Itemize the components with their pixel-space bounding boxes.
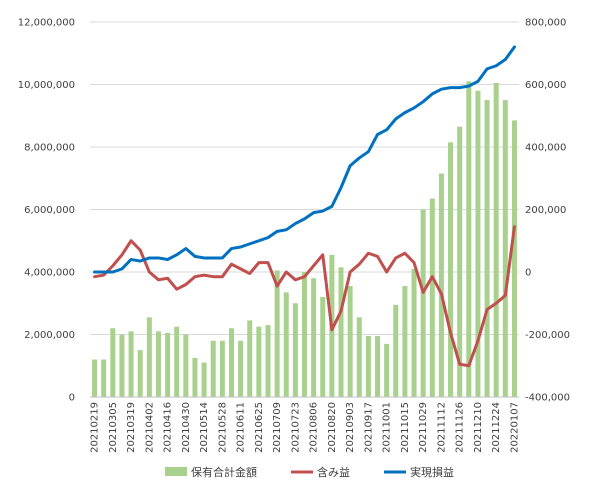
- series-line: [93, 45, 516, 274]
- x-tick-label: 20211224: [491, 402, 502, 453]
- bar: [338, 267, 344, 397]
- bar: [119, 334, 125, 397]
- x-tick-label: 20211015: [400, 402, 411, 453]
- bar: [511, 120, 517, 397]
- x-tick-label: 20210709: [272, 402, 283, 453]
- right-y-axis: -400,000 -200,000 0 200,000 400,000 600,000 80…: [525, 18, 570, 404]
- bar: [219, 340, 225, 397]
- bar: [466, 81, 472, 397]
- series-line: [93, 225, 516, 368]
- bar: [484, 100, 490, 397]
- bar: [274, 270, 280, 397]
- bar: [402, 286, 408, 397]
- bar: [228, 328, 234, 397]
- bar: [92, 359, 98, 397]
- bar: [384, 343, 390, 397]
- x-tick-label: 20210402: [144, 402, 155, 453]
- bar: [365, 336, 371, 397]
- bar: [320, 297, 326, 397]
- x-tick-label: 20211126: [455, 402, 466, 453]
- legend-label: 実現損益: [410, 465, 454, 479]
- bar: [420, 209, 426, 397]
- y-right-tick-label: 0: [525, 268, 531, 279]
- legend-swatch: [165, 467, 187, 476]
- bar: [448, 142, 454, 397]
- bar: [393, 304, 399, 397]
- x-tick-label: 20210430: [181, 402, 192, 453]
- y-left-tick-label: 0: [69, 393, 75, 404]
- bar: [238, 340, 244, 397]
- x-tick-label: 20211210: [473, 402, 484, 453]
- x-tick-label: 20210514: [199, 402, 210, 453]
- y-right-tick-label: 800,000: [525, 18, 566, 29]
- line-series: [93, 45, 516, 368]
- bar: [375, 336, 381, 397]
- bar: [183, 334, 189, 397]
- x-tick-label: 20210305: [108, 402, 119, 453]
- x-tick-label: 20210319: [126, 402, 137, 453]
- x-tick-label: 20210528: [217, 402, 228, 453]
- bar: [101, 359, 107, 397]
- y-left-tick-label: 8,000,000: [24, 143, 75, 154]
- x-tick-label: 20210416: [163, 402, 174, 453]
- y-right-tick-label: -400,000: [525, 393, 570, 404]
- bar: [311, 278, 317, 397]
- x-tick-label: 20211029: [418, 402, 429, 453]
- x-tick-label: 20210806: [309, 402, 320, 453]
- bar: [265, 325, 271, 397]
- y-left-tick-label: 4,000,000: [24, 268, 75, 279]
- x-tick-label: 20210723: [290, 402, 301, 453]
- bar: [165, 332, 171, 397]
- x-tick-label: 20211001: [382, 402, 393, 453]
- bar: [292, 303, 298, 397]
- y-left-tick-label: 6,000,000: [24, 205, 75, 216]
- bar-series: [92, 81, 517, 397]
- bar: [438, 173, 444, 397]
- bar: [137, 350, 143, 397]
- x-tick-label: 20210219: [90, 402, 101, 453]
- y-left-tick-label: 10,000,000: [18, 80, 75, 91]
- x-tick-label: 20211112: [436, 402, 447, 453]
- bar: [128, 331, 134, 397]
- legend: 保有合計金額 含み益 実現損益: [165, 465, 454, 479]
- bar: [301, 272, 308, 397]
- bar: [429, 198, 435, 397]
- x-axis: 20210219 20210305 20210319 20210402 20210416…: [90, 396, 520, 453]
- y-right-tick-label: 600,000: [525, 80, 566, 91]
- x-tick-label: 20210611: [236, 402, 247, 453]
- x-tick-label: 20220107: [509, 402, 520, 453]
- x-tick-label: 20210820: [327, 402, 338, 453]
- bar: [146, 317, 152, 397]
- bar: [201, 362, 207, 397]
- bar: [457, 126, 463, 397]
- bar: [155, 331, 161, 397]
- legend-label: 保有合計金額: [191, 465, 257, 479]
- y-left-tick-label: 2,000,000: [24, 330, 75, 341]
- bar: [347, 286, 353, 397]
- y-right-tick-label: -200,000: [525, 330, 570, 341]
- bar: [411, 268, 417, 397]
- legend-label: 含み益: [317, 465, 350, 479]
- bar: [475, 90, 481, 397]
- bar: [174, 326, 180, 397]
- bar: [247, 320, 253, 397]
- bar: [192, 357, 198, 397]
- bar: [283, 292, 289, 397]
- x-tick-label: 20210917: [363, 402, 374, 453]
- y-left-tick-label: 12,000,000: [18, 18, 75, 29]
- bar: [502, 100, 508, 397]
- x-tick-label: 20210625: [254, 402, 265, 453]
- y-right-tick-label: 400,000: [525, 143, 566, 154]
- bar: [356, 317, 362, 397]
- bar: [210, 340, 216, 397]
- x-tick-label: 20210903: [345, 402, 356, 453]
- y-right-tick-label: 200,000: [525, 205, 566, 216]
- left-y-axis: 0 2,000,000 4,000,000 6,000,000 8,000,000 10,…: [18, 18, 75, 404]
- bar: [110, 328, 116, 397]
- bar: [256, 326, 262, 397]
- bar: [493, 82, 499, 397]
